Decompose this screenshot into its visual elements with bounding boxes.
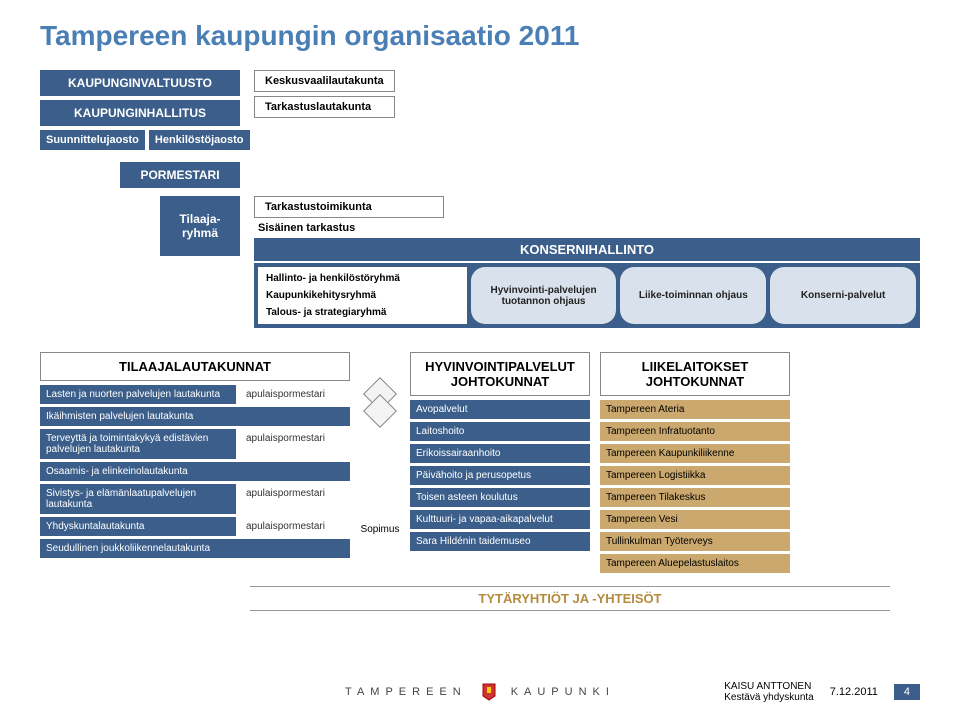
lautakunta-item: Seudullinen joukkoliikennelautakunta (40, 539, 350, 558)
liik-item: Tampereen Infratuotanto (600, 422, 790, 441)
konser-item: Talous- ja strategiaryhmä (262, 305, 463, 320)
liik-item: Tullinkulman Työterveys (600, 532, 790, 551)
hyv-item: Sara Hildénin taidemuseo (410, 532, 590, 551)
mayor-box: PORMESTARI (120, 162, 240, 188)
konser-item: Kaupunkikehitysryhmä (262, 288, 463, 303)
konser-head: KONSERNIHALLINTO (254, 238, 920, 261)
page-number: 4 (894, 684, 920, 700)
diamond-icon (364, 382, 396, 472)
liik-item: Tampereen Tilakeskus (600, 488, 790, 507)
committee-box: Tarkastuslautakunta (254, 96, 395, 118)
hyv-item: Päivähoito ja perusopetus (410, 466, 590, 485)
liik-item: Tampereen Vesi (600, 510, 790, 529)
page-title: Tampereen kaupungin organisaatio 2011 (40, 20, 920, 52)
pill-box: Liike-toiminnan ohjaus (620, 267, 766, 324)
pill-box: Hyvinvointi-palvelujen tuotannon ohjaus (471, 267, 617, 324)
author-sub: Kestävä yhdyskunta (724, 692, 814, 703)
hyv-item: Toisen asteen koulutus (410, 488, 590, 507)
logo-icon (481, 682, 497, 702)
pill-box: Konserni-palvelut (770, 267, 916, 324)
audit-text: Sisäinen tarkastus (254, 220, 920, 236)
apulais-label: apulaispormestari (240, 484, 350, 514)
audit-box: Tarkastustoimikunta (254, 196, 444, 218)
date-text: 7.12.2011 (830, 686, 878, 698)
liik-item: Tampereen Aluepelastuslaitos (600, 554, 790, 573)
lautakunta-item: Ikäihmisten palvelujen lautakunta (40, 407, 350, 426)
author-name: KAISU ANTTONEN (724, 681, 814, 692)
committee-box: Keskusvaalilautakunta (254, 70, 395, 92)
liik-item: Tampereen Ateria (600, 400, 790, 419)
hyv-item: Avopalvelut (410, 400, 590, 419)
apulais-label: apulaispormestari (240, 429, 350, 459)
hyv-item: Laitoshoito (410, 422, 590, 441)
lautakunta-item: Lasten ja nuorten palvelujen lautakunta (40, 385, 236, 404)
liik-head: LIIKELAITOKSET JOHTOKUNNAT (600, 352, 790, 396)
hyv-head: HYVINVOINTIPALVELUT JOHTOKUNNAT (410, 352, 590, 396)
tilaaja-head: TILAAJALAUTAKUNNAT (40, 352, 350, 381)
tilaaja-box: Tilaaja-ryhmä (160, 196, 240, 256)
lautakunta-item: Osaamis- ja elinkeinolautakunta (40, 462, 350, 481)
subsidiary-bar: TYTÄRYHTIÖT JA -YHTEISÖT (250, 586, 890, 611)
sub-box: Suunnittelujaosto (40, 130, 145, 150)
liik-item: Tampereen Logistiikka (600, 466, 790, 485)
apulais-label: apulaispormestari (240, 385, 350, 404)
konser-item: Hallinto- ja henkilöstöryhmä (262, 271, 463, 286)
lautakunta-item: Sivistys- ja elämänlaatupalvelujen lauta… (40, 484, 236, 514)
brand-text: KAUPUNKI (511, 686, 615, 698)
apulais-label: apulaispormestari (240, 517, 350, 536)
council-box: KAUPUNGINVALTUUSTO (40, 70, 240, 96)
board-box: KAUPUNGINHALLITUS (40, 100, 240, 126)
lautakunta-item: Yhdyskuntalautakunta (40, 517, 236, 536)
hyv-item: Erikoissairaanhoito (410, 444, 590, 463)
liik-item: Tampereen Kaupunkiliikenne (600, 444, 790, 463)
sopimus-label: Sopimus (361, 524, 400, 535)
lautakunta-item: Terveyttä ja toimintakykyä edistävien pa… (40, 429, 236, 459)
brand-text: TAMPEREEN (345, 686, 467, 698)
hyv-item: Kulttuuri- ja vapaa-aikapalvelut (410, 510, 590, 529)
sub-box: Henkilöstöjaosto (149, 130, 250, 150)
